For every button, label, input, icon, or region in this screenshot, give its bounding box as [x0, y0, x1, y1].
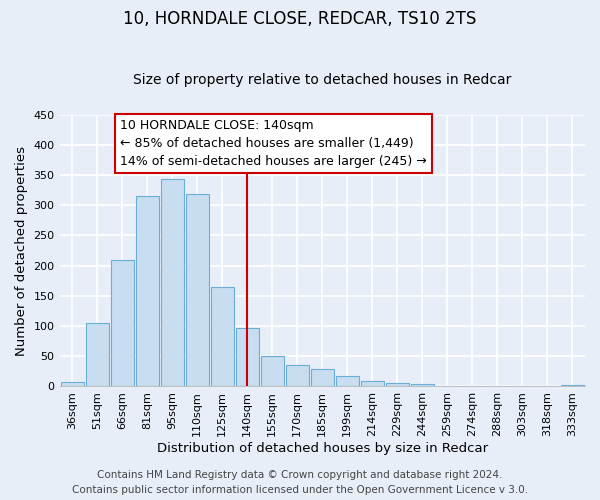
Bar: [336, 376, 359, 386]
Title: Size of property relative to detached houses in Redcar: Size of property relative to detached ho…: [133, 73, 511, 87]
Bar: [110, 260, 134, 386]
Bar: [361, 381, 384, 386]
Text: 10, HORNDALE CLOSE, REDCAR, TS10 2TS: 10, HORNDALE CLOSE, REDCAR, TS10 2TS: [124, 10, 476, 28]
Bar: [236, 328, 259, 386]
Bar: [61, 382, 83, 386]
Bar: [161, 179, 184, 386]
Bar: [286, 364, 309, 386]
Bar: [136, 196, 158, 386]
X-axis label: Distribution of detached houses by size in Redcar: Distribution of detached houses by size …: [157, 442, 488, 455]
Bar: [311, 369, 334, 386]
Bar: [411, 384, 434, 386]
Bar: [86, 323, 109, 386]
Bar: [211, 287, 233, 386]
Text: 10 HORNDALE CLOSE: 140sqm
← 85% of detached houses are smaller (1,449)
14% of se: 10 HORNDALE CLOSE: 140sqm ← 85% of detac…: [120, 118, 427, 168]
Bar: [561, 385, 584, 386]
Bar: [386, 384, 409, 386]
Text: Contains HM Land Registry data © Crown copyright and database right 2024.
Contai: Contains HM Land Registry data © Crown c…: [72, 470, 528, 495]
Y-axis label: Number of detached properties: Number of detached properties: [15, 146, 28, 356]
Bar: [261, 356, 284, 386]
Bar: [185, 194, 209, 386]
